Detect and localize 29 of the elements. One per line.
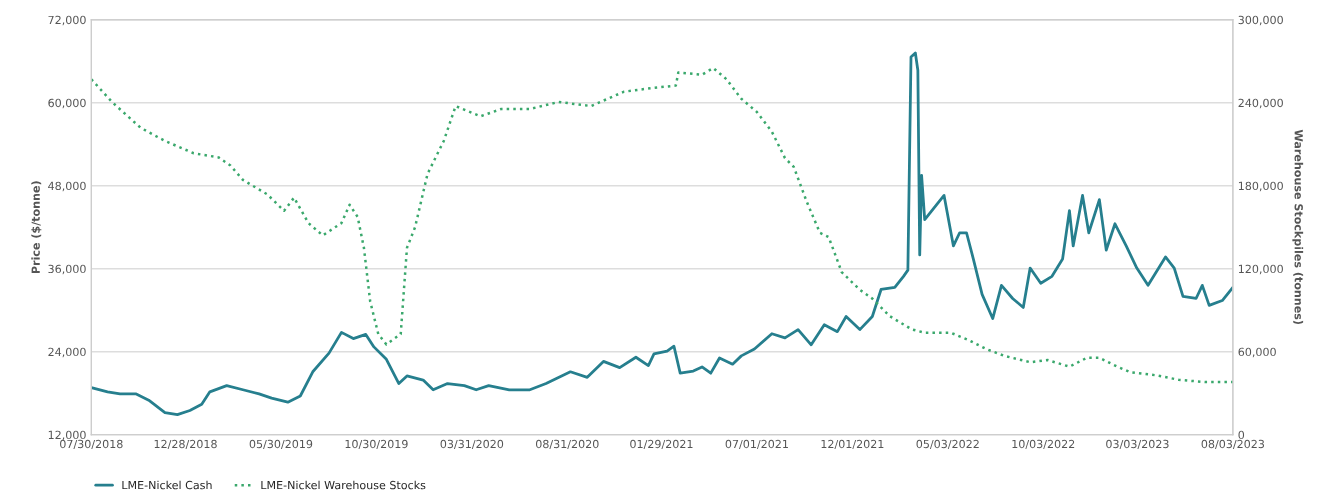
y-axis-title: Price ($/tonne) bbox=[31, 181, 42, 274]
legend-label: LME-Nickel Warehouse Stocks bbox=[261, 480, 426, 490]
y-tick-label: 24,000 bbox=[48, 347, 86, 358]
y-tick-label: 60,000 bbox=[48, 98, 86, 109]
x-tick-label: 10/03/2022 bbox=[1012, 439, 1075, 450]
y2-tick-label: 240,000 bbox=[1238, 98, 1283, 109]
y2-tick-label: 0 bbox=[1238, 430, 1245, 440]
y2-tick-label: 180,000 bbox=[1238, 181, 1283, 192]
x-tick-label: 12/28/2018 bbox=[154, 439, 217, 450]
y2-tick-label: 300,000 bbox=[1238, 15, 1283, 26]
legend-label: LME-Nickel Cash bbox=[122, 480, 212, 490]
x-tick-label: 10/30/2019 bbox=[345, 439, 408, 450]
x-tick-label: 05/03/2022 bbox=[916, 439, 979, 450]
y-tick-label: 12,000 bbox=[48, 430, 86, 441]
y2-tick-label: 60,000 bbox=[1238, 347, 1276, 358]
x-tick-label: 08/31/2020 bbox=[535, 439, 599, 450]
x-tick-label: 07/30/2018 bbox=[60, 439, 123, 450]
y-tick-label: 72,000 bbox=[48, 15, 86, 26]
x-tick-label: 12/01/2021 bbox=[821, 439, 884, 450]
x-tick-label: 01/29/2021 bbox=[630, 439, 693, 450]
x-tick-label: 05/30/2019 bbox=[249, 439, 313, 450]
x-tick-label: 08/03/2023 bbox=[1201, 439, 1264, 450]
x-tick-label: 07/01/2021 bbox=[725, 439, 788, 450]
x-tick-label: 03/03/2023 bbox=[1106, 439, 1169, 450]
x-tick-label: 03/31/2020 bbox=[440, 439, 504, 450]
y2-tick-label: 120,000 bbox=[1238, 264, 1283, 275]
y-tick-label: 36,000 bbox=[48, 264, 86, 275]
y2-axis-title: Warehouse Stockpiles (tonnes) bbox=[1292, 129, 1304, 324]
y-tick-label: 48,000 bbox=[48, 181, 86, 192]
